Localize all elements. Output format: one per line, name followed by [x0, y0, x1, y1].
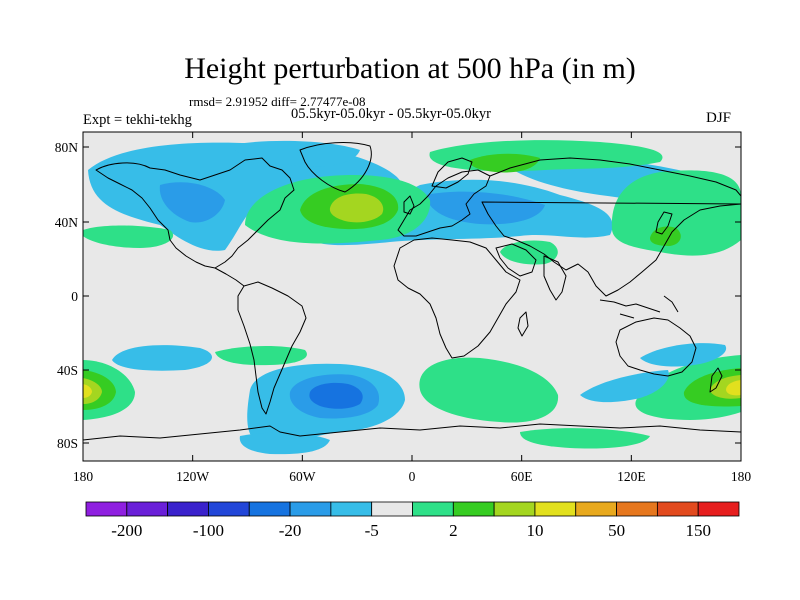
colorbar-tick-label: -100	[193, 521, 224, 540]
contour-pos-arctic-eurasia-core	[469, 153, 540, 173]
season-label: DJF	[706, 110, 732, 126]
contour-neg-north-america-core	[159, 182, 225, 223]
contour-pos-north-atlantic-core	[329, 193, 384, 223]
contour-pos-south-pacific-east-core	[83, 378, 102, 404]
plot-title: Height perturbation at 500 hPa (in m)	[184, 52, 636, 85]
colorbar-swatch	[656, 501, 699, 517]
colorbar-swatch	[575, 501, 617, 517]
colorbar-tick-label: -200	[111, 521, 142, 540]
colorbar-tick-label: 10	[526, 521, 543, 540]
coast-central-america	[214, 267, 245, 287]
map-axes: 80N 40N 0 40S 80S 180 120W 60W 0 60E 120E 180	[55, 132, 752, 484]
contour-pos-south-pacific-east-peak	[83, 384, 92, 398]
coast-africa	[393, 237, 521, 359]
colorbar-swatch	[167, 501, 209, 517]
coast-japan	[655, 211, 673, 235]
colorbar-swatch	[616, 501, 658, 517]
colorbar: -200 -100 -20 -5 2 10 50 150	[85, 501, 740, 540]
lon-tick-label: 60E	[511, 469, 533, 484]
lat-tick-label: 80S	[57, 436, 78, 451]
lon-tick-label: 0	[409, 469, 416, 484]
colorbar-swatch	[697, 501, 740, 517]
coast-india	[543, 255, 567, 301]
coast-australia	[615, 317, 697, 377]
contour-pos-antarctic	[520, 428, 650, 449]
coast-south-america	[237, 281, 307, 415]
coast-antarctica	[83, 423, 741, 441]
lat-tick-label: 40N	[55, 215, 79, 230]
experiment-label: Expt = tekhi-tekhg	[83, 112, 192, 128]
lat-tick-label: 0	[71, 289, 78, 304]
colorbar-tick-label: 50	[608, 521, 625, 540]
coast-asia	[481, 157, 741, 297]
contour-neg-south-indian	[580, 370, 669, 403]
coast-greenland	[299, 142, 372, 193]
contour-neg-north-america	[88, 142, 402, 251]
colorbar-swatch	[289, 501, 332, 517]
stats-text: rmsd= 2.91952 diff= 2.77477e-08	[189, 94, 366, 109]
coast-new-zealand	[709, 367, 723, 393]
contour-pos-south-atlantic	[215, 346, 307, 366]
plot-subtitle: 05.5kyr-05.0kyr - 05.5kyr-05.0kyr	[291, 106, 491, 122]
contour-pos-north-pacific-west	[611, 170, 741, 256]
colorbar-tick-label: 150	[685, 521, 711, 540]
coast-north-america	[95, 157, 295, 269]
colorbar-swatch	[330, 501, 373, 517]
contour-neg-south-pacific	[112, 345, 212, 371]
colorbar-swatch	[493, 501, 536, 517]
coast-arabia	[495, 243, 537, 277]
contour-neg-south-atlantic-core	[309, 382, 363, 409]
lon-tick-label: 180	[731, 469, 752, 484]
lon-tick-label: 120W	[176, 469, 209, 484]
colorbar-swatch	[371, 501, 413, 517]
lon-tick-label: 180	[73, 469, 94, 484]
contour-pos-north-pacific-east	[83, 225, 174, 248]
colorbar-swatch	[452, 501, 495, 517]
coast-scandinavia	[431, 157, 473, 189]
coast-indonesia	[599, 295, 679, 319]
coastlines	[83, 142, 741, 441]
colorbar-tick-label: -20	[279, 521, 302, 540]
contour-pos-indian-ocean	[419, 357, 559, 423]
lon-tick-label: 60W	[289, 469, 316, 484]
lat-tick-label: 40S	[57, 363, 78, 378]
lon-tick-label: 120E	[617, 469, 646, 484]
colorbar-swatch	[126, 501, 169, 517]
contour-neg-south-pacific-east	[640, 343, 727, 367]
coast-madagascar	[517, 311, 529, 337]
contour-neg-antarctic	[239, 432, 330, 455]
colorbar-tick-label: -5	[365, 521, 379, 540]
colorbar-swatch	[85, 501, 128, 517]
contour-neg-arctic	[230, 140, 360, 167]
colorbar-swatch	[412, 501, 454, 517]
colorbar-swatch	[208, 501, 250, 517]
coast-europe	[397, 169, 491, 237]
colorbar-swatch	[248, 501, 291, 517]
coast-uk	[403, 195, 415, 215]
colorbar-swatch	[534, 501, 577, 517]
lat-tick-label: 80N	[55, 140, 79, 155]
contour-pos-south-pacific-west-peak	[726, 380, 741, 396]
colorbar-tick-label: 2	[449, 521, 458, 540]
